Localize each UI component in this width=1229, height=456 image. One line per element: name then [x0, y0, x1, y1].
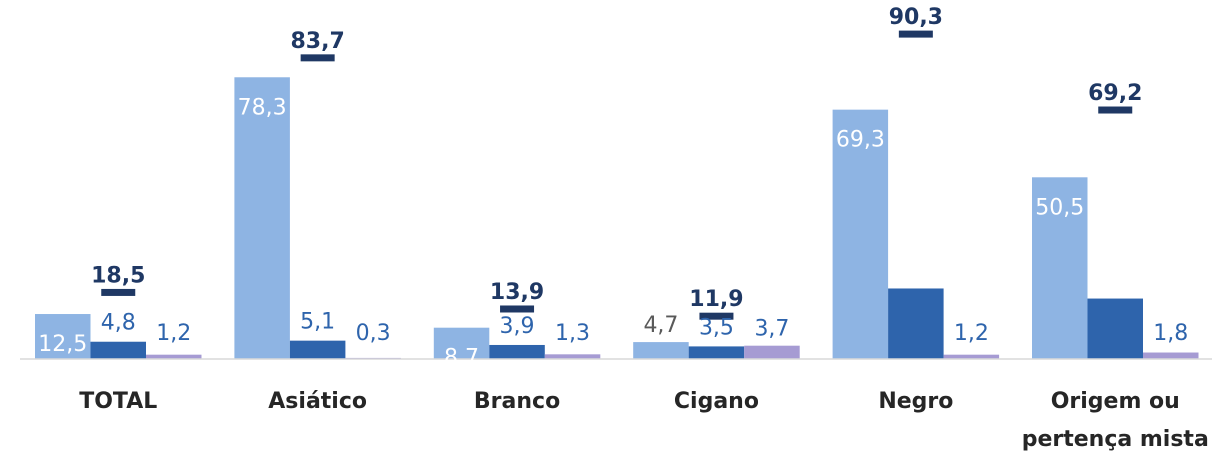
value-label-series1-cat2: 78,3: [238, 95, 287, 120]
marker-label-cat5: 90,3: [889, 5, 943, 30]
value-label-series3-cat6: 1,8: [1153, 321, 1188, 346]
bar-series2-cat4: [688, 346, 745, 359]
value-label-series3-cat1: 1,2: [156, 321, 191, 346]
bar-series3-cat3: [544, 354, 601, 359]
marker-label-cat6: 69,2: [1088, 81, 1142, 106]
value-label-series3-cat4: 3,7: [754, 317, 789, 342]
bar-series3-cat6: [1143, 352, 1199, 359]
bar-series1-cat6: [1032, 177, 1088, 359]
bar-series2-cat6: [1087, 298, 1143, 359]
bar-series2-cat5: [888, 288, 944, 359]
value-label-series1-cat5: 69,3: [836, 128, 885, 153]
bar-series1-cat1: [35, 314, 91, 359]
bar-series3-cat4: [744, 345, 800, 359]
value-label-series2-cat2: 5,1: [300, 310, 335, 335]
value-label-series3-cat5: 1,2: [954, 321, 989, 346]
bar-series3-cat1: [146, 354, 202, 359]
bar-series2-cat2: [289, 340, 346, 359]
value-label-series1-cat3: 8,7: [444, 346, 479, 371]
value-label-series2-cat1: 4,8: [101, 311, 136, 336]
value-label-series3-cat2: 0,3: [356, 321, 391, 346]
category-label-cat1: TOTAL: [79, 389, 157, 414]
marker-cat2: [300, 54, 335, 62]
value-label-series2-cat4: 3,5: [699, 315, 734, 340]
value-label-series1-cat4: 4,7: [643, 313, 678, 338]
bars-group: [35, 77, 1199, 359]
category-labels-group: TOTAL Asiático Branco Cigano Negro Origem ou p…: [79, 389, 1209, 452]
marker-cat3: [500, 305, 535, 313]
marker-label-cat3: 13,9: [490, 280, 544, 305]
value-label-series1-cat6: 50,5: [1035, 195, 1084, 220]
bar-series1-cat4: [633, 342, 689, 359]
category-label-cat4: Cigano: [674, 389, 759, 414]
marker-cat4: [699, 312, 734, 320]
marker-cat1: [101, 288, 136, 296]
marker-cat5: [898, 30, 933, 38]
marker-cat6: [1098, 106, 1133, 114]
value-label-series1-cat1: 12,5: [38, 332, 87, 357]
category-label-cat3: Branco: [474, 389, 560, 414]
bar-series1-cat3: [433, 327, 490, 359]
value-label-series3-cat3: 1,3: [555, 321, 590, 346]
marker-label-cat1: 18,5: [91, 263, 145, 288]
category-label-cat6-line2: pertença mista: [1022, 427, 1209, 452]
category-label-cat6-line1: Origem ou: [1051, 389, 1180, 414]
category-label-cat2: Asiático: [268, 389, 367, 414]
bar-series1-cat5: [832, 109, 889, 359]
bar-series2-cat1: [90, 341, 146, 359]
bar-series2-cat3: [489, 344, 545, 359]
bar-series1-cat2: [234, 77, 290, 359]
markers-group: [101, 30, 1133, 320]
marker-label-cat4: 11,9: [689, 287, 743, 312]
value-label-series2-cat3: 3,9: [500, 314, 535, 339]
bar-series3-cat5: [943, 354, 1000, 359]
category-label-cat5: Negro: [878, 389, 953, 414]
value-labels-group: 12,5 4,8 1,2 18,5 78,3 5,1 0,3 83,7 8,7 3,9 1,3 13,…: [38, 5, 1188, 371]
marker-label-cat2: 83,7: [291, 29, 345, 54]
